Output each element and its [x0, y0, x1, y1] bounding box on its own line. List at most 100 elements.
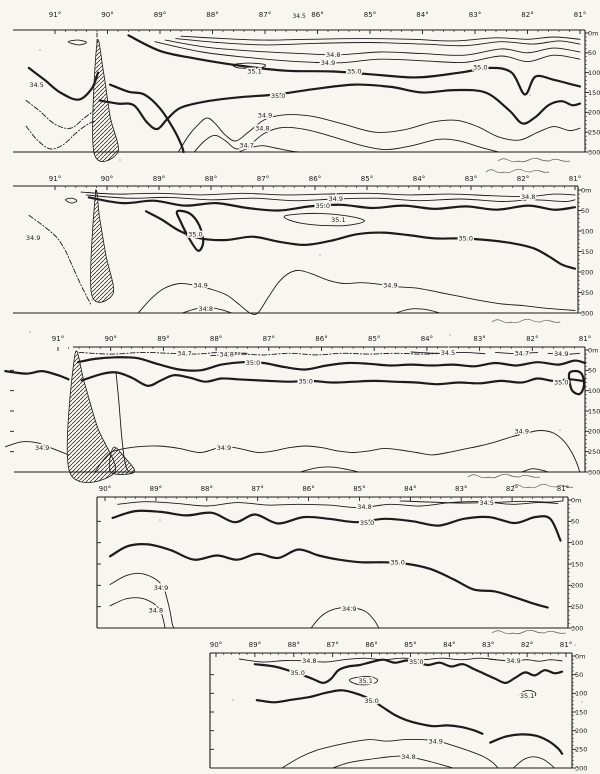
- depth-label: 250: [588, 448, 600, 456]
- contour-label: 35.0: [360, 519, 374, 527]
- contour-label: 34.9: [193, 281, 207, 289]
- lon-label: 90°: [99, 485, 111, 493]
- lon-label: 82°: [521, 11, 533, 19]
- scan-speck: [29, 331, 31, 333]
- lon-label: 91°: [52, 335, 64, 343]
- contour-label: 34.9: [329, 195, 343, 203]
- contour-label: 34.8: [401, 753, 415, 761]
- handwritten-annotation: [511, 483, 574, 489]
- contour-label: 35.0: [364, 697, 378, 705]
- lon-label: 90°: [104, 335, 116, 343]
- lon-label: 83°: [482, 641, 494, 649]
- lon-label: 88°: [206, 11, 218, 19]
- contour-label: 34.9: [35, 444, 49, 452]
- lon-label: 91°: [49, 11, 61, 19]
- lon-label: 91°: [49, 175, 61, 183]
- depth-label: 250: [581, 289, 593, 297]
- scan-speck: [581, 701, 583, 703]
- isohaline-34.8: [238, 657, 497, 663]
- lon-label: 81°: [557, 485, 569, 493]
- depth-label: 150: [588, 89, 600, 97]
- lon-label: 84°: [443, 641, 455, 649]
- isohaline-35.0: [98, 83, 582, 131]
- scan-speck: [319, 254, 321, 256]
- isohaline-34.9: [109, 572, 175, 629]
- lon-label: 83°: [469, 11, 481, 19]
- depth-label: 200: [575, 727, 587, 735]
- contour-label: 34.8: [149, 606, 163, 614]
- lon-label: 81°: [569, 175, 581, 183]
- island-ridge-hatch: [90, 189, 115, 303]
- contour-label: 34.8: [326, 51, 340, 59]
- isohaline-34.5: [399, 500, 564, 504]
- isohaline-unlabeled: [175, 38, 581, 47]
- contour-label: 35.0: [290, 669, 304, 677]
- isohaline-35.0: [87, 196, 577, 212]
- depth-label: 0m: [575, 652, 585, 660]
- handwritten-annotation: [467, 473, 540, 479]
- isohaline-34.8: [164, 39, 581, 56]
- depth-label: 300: [581, 309, 593, 317]
- section-panel-4: 90° 89° 88° 87° 86° 85° 84° 83° 82° 81°0m 50 100 150…: [96, 485, 583, 632]
- depth-label: 250: [571, 603, 583, 611]
- section-panel-1: 91° 90° 89° 88° 87° 86° 85° 84° 83° 82° 81° 0m 50 100…: [13, 11, 600, 162]
- depth-label: 250: [588, 128, 600, 136]
- isohaline-34.8: [181, 306, 233, 314]
- isohaline-34.9: [281, 739, 499, 769]
- handwritten-annotation: [491, 318, 561, 324]
- depth-label: 300: [575, 764, 587, 772]
- lon-label: 85°: [368, 335, 380, 343]
- contour-label: 34.8: [255, 124, 269, 132]
- lon-label: 85°: [353, 485, 365, 493]
- contour-label: 35.1: [358, 677, 372, 685]
- isohaline-34.9: [28, 214, 92, 307]
- lon-label: 85°: [361, 175, 373, 183]
- contour-label: 34.5: [441, 349, 455, 357]
- contour-label: 35.0: [188, 230, 202, 238]
- lon-label: 83°: [455, 485, 467, 493]
- isohaline-34.5: [410, 351, 486, 355]
- depth-label: 250: [575, 746, 587, 754]
- isohaline-unlabeled: [513, 756, 555, 769]
- depth-label: 200: [588, 428, 600, 436]
- isohaline-35.0: [80, 371, 584, 387]
- contour-label: 35.0: [271, 92, 285, 100]
- contour-label: 34.9: [554, 350, 568, 358]
- handwritten-annotation: [497, 157, 570, 163]
- scan-speck: [91, 299, 93, 301]
- depth-label: 200: [581, 268, 593, 276]
- depth-label: 200: [571, 582, 583, 590]
- isohaline-34.9: [547, 352, 581, 355]
- depth-label: 100: [575, 690, 587, 698]
- isohaline-34.9: [85, 194, 576, 202]
- lon-label: 87°: [326, 641, 338, 649]
- scan-speck: [119, 159, 121, 161]
- contour-label: 34.9: [217, 444, 231, 452]
- depth-label: 100: [581, 227, 593, 235]
- isohaline-unlabeled: [115, 371, 130, 473]
- lon-label: 82°: [526, 335, 538, 343]
- lon-label: 87°: [257, 175, 269, 183]
- depth-label: 50: [581, 207, 589, 215]
- contour-label: 34.7: [515, 349, 529, 357]
- contour-label: 34.8: [357, 503, 371, 511]
- depth-label: 50: [575, 671, 583, 679]
- isohaline-unlabeled: [109, 83, 185, 154]
- contour-label: 35.0: [347, 68, 361, 76]
- isohaline-unlabeled: [489, 733, 564, 755]
- contour-label: 35.0: [316, 202, 330, 210]
- lon-label: 89°: [249, 641, 261, 649]
- depth-label: 300: [588, 468, 600, 476]
- isohaline-34.9: [310, 606, 380, 629]
- handwritten-annotation: [485, 168, 550, 174]
- lon-label: 84°: [421, 335, 433, 343]
- section-panel-3: 91° 90° 89° 88° 87° 86° 85° 84° 83° 82° 81° 0m 50 100…: [4, 335, 600, 483]
- isohaline-35.0: [175, 209, 205, 252]
- scan-speck: [232, 699, 234, 701]
- isohaline-unlabeled: [25, 99, 95, 129]
- isohaline-34.8: [80, 191, 576, 198]
- contour-label: 34.9: [26, 234, 40, 242]
- lon-label: 82°: [517, 175, 529, 183]
- contour-label: 34.9: [383, 282, 397, 290]
- lon-label: 86°: [309, 175, 321, 183]
